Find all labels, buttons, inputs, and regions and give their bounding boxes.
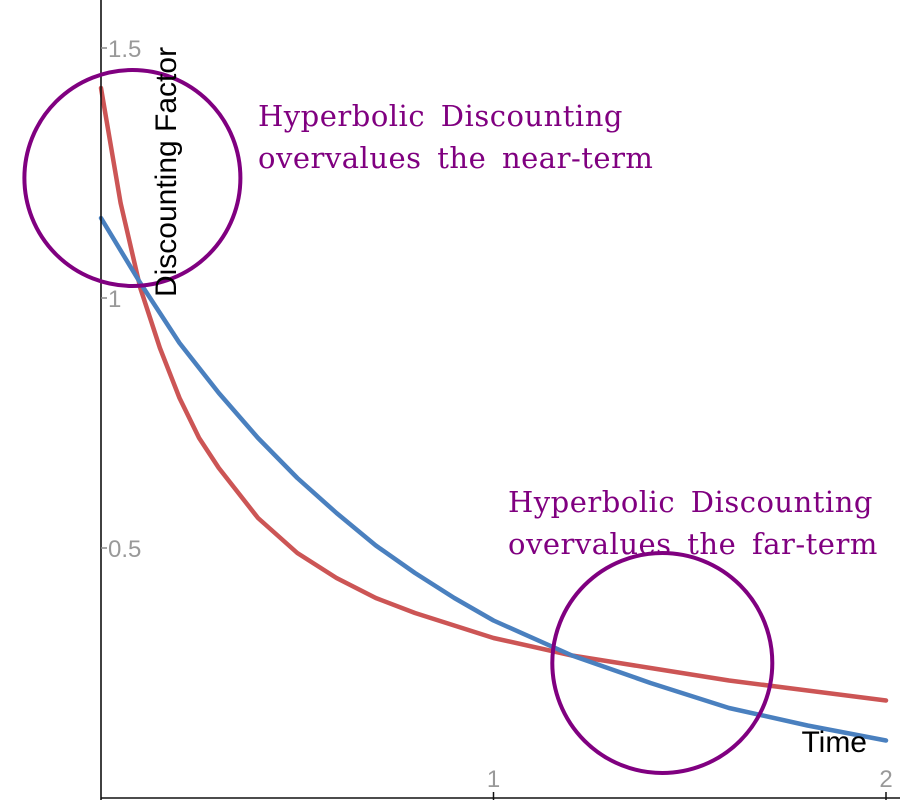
y-axis-title: Discounting Factor	[150, 47, 183, 297]
near-term-circle	[22, 68, 243, 288]
y-tick-label-1: 1	[108, 286, 121, 313]
y-tick-label-0: 0.5	[108, 536, 141, 563]
near-term-annotation-line-1: Hyperbolic Discounting	[258, 99, 623, 133]
axes-layer	[100, 0, 900, 800]
y-tick-label-2: 1.5	[108, 36, 141, 63]
far-term-circle	[550, 551, 775, 775]
series-layer	[98, 85, 889, 743]
series-line-1	[98, 215, 889, 743]
far-term-annotation-line-1: Hyperbolic Discounting	[508, 485, 873, 519]
far-term-annotation-line-2: overvalues the far-term	[508, 527, 878, 561]
annotation-layer: Hyperbolic Discounting overvalues the ne…	[22, 68, 878, 775]
x-tick-label-1: 2	[879, 766, 892, 793]
x-axis-title: Time	[801, 726, 867, 759]
ticks-layer: 0.5 1 1.5 1 2	[101, 36, 893, 800]
series-line-0	[98, 85, 889, 703]
x-tick-label-0: 1	[487, 766, 500, 793]
near-term-annotation-line-2: overvalues the near-term	[258, 141, 653, 175]
titles-layer: Discounting Factor Time	[150, 47, 867, 759]
